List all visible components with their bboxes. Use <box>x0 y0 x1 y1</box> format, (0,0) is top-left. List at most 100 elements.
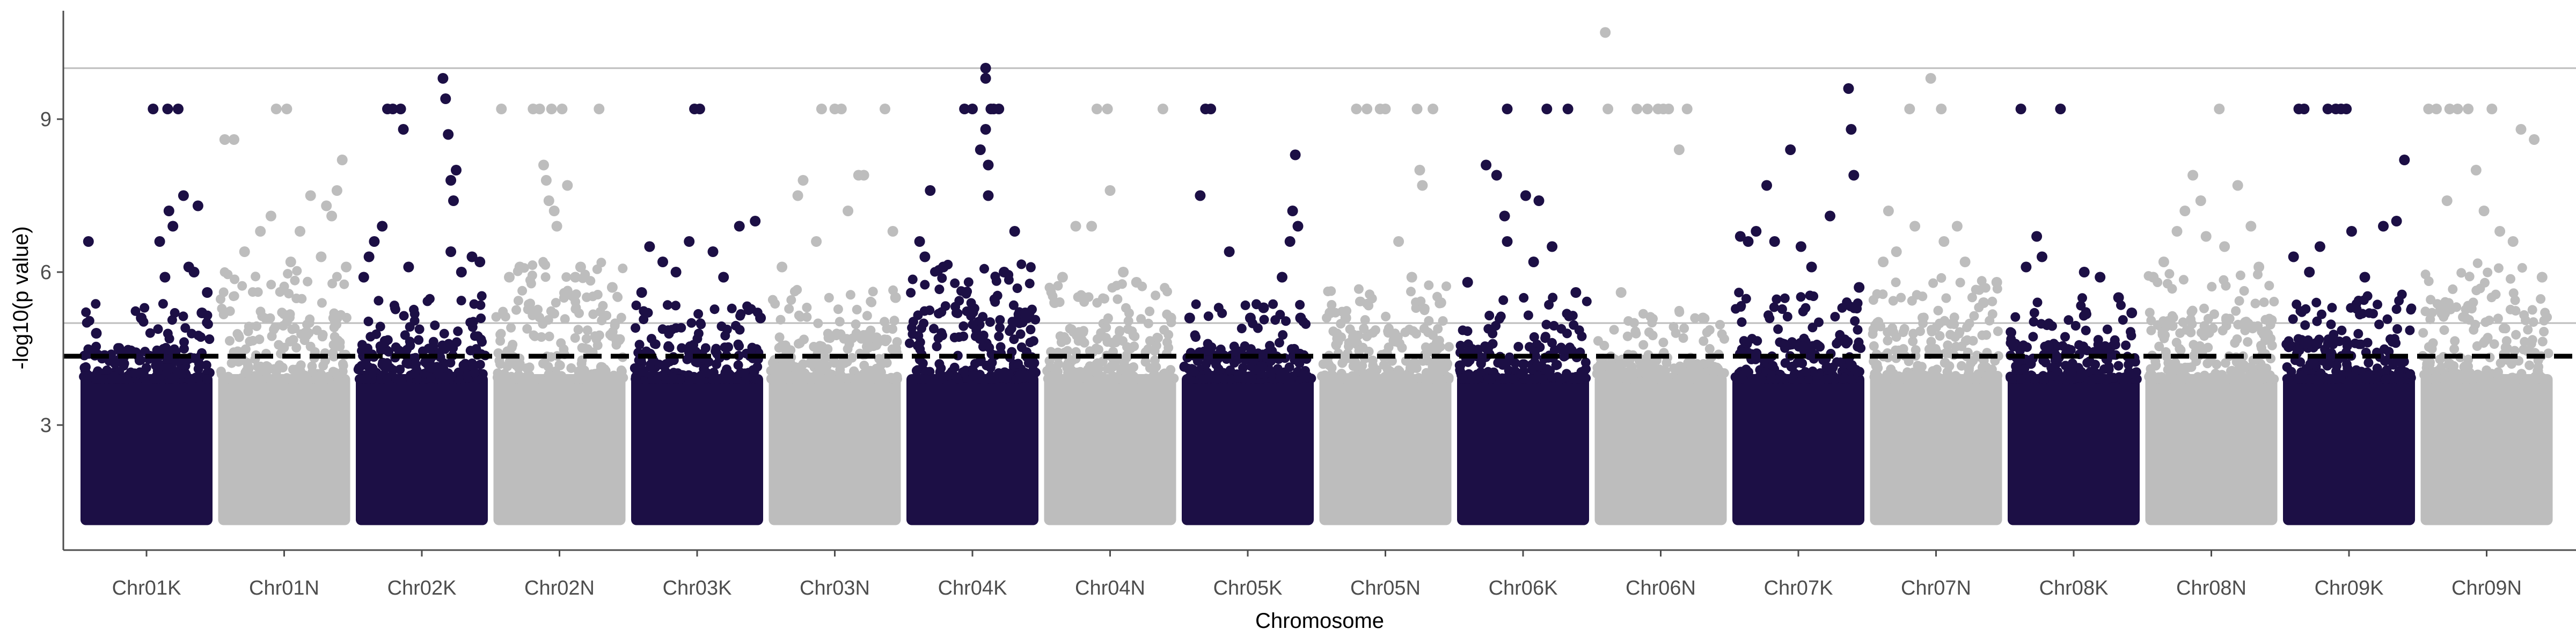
peak-point <box>983 190 994 201</box>
data-point <box>2219 275 2229 285</box>
data-point <box>529 330 539 340</box>
data-point <box>1129 341 1139 352</box>
data-point <box>1868 329 1878 339</box>
data-point <box>990 272 1000 282</box>
peak-point <box>1825 210 1835 222</box>
data-point <box>1647 372 1657 383</box>
data-point <box>709 304 720 314</box>
data-point <box>2283 342 2293 352</box>
data-point <box>2063 315 2074 325</box>
data-point <box>2464 371 2475 382</box>
data-point <box>536 332 546 342</box>
data-point <box>400 330 410 340</box>
data-point <box>887 344 897 354</box>
data-point <box>1236 324 1247 334</box>
data-point <box>161 343 171 353</box>
y-tick-label: 9 <box>40 108 52 131</box>
data-point <box>985 363 996 373</box>
data-point <box>1940 316 1950 326</box>
data-point <box>493 368 503 378</box>
data-point <box>556 338 566 348</box>
data-point <box>179 343 189 354</box>
data-point <box>317 298 327 308</box>
peak-point <box>2536 272 2548 283</box>
peak-point <box>993 104 1005 114</box>
data-point <box>1285 372 1295 382</box>
data-point <box>2506 274 2515 284</box>
peak-point <box>959 104 970 114</box>
peak-point <box>1195 190 1206 201</box>
peak-point <box>2253 261 2265 273</box>
data-point <box>1365 289 1375 299</box>
data-point <box>2269 297 2279 306</box>
data-point <box>2425 314 2435 324</box>
data-point <box>867 297 877 308</box>
peak-point <box>178 190 189 201</box>
peak-point <box>2399 155 2410 165</box>
data-point <box>469 299 479 309</box>
peak-point <box>1600 27 1611 38</box>
data-point <box>452 337 462 347</box>
peak-point <box>1131 277 1142 288</box>
data-point <box>2130 357 2140 367</box>
data-point <box>202 374 213 384</box>
peak-point <box>202 287 213 298</box>
data-point <box>357 340 367 350</box>
data-point <box>551 298 561 308</box>
data-point <box>1719 334 1729 344</box>
data-point <box>180 323 191 333</box>
peak-point <box>1642 104 1653 114</box>
data-point <box>1801 367 1811 377</box>
data-point <box>934 284 945 295</box>
data-point <box>653 371 663 382</box>
data-point <box>1513 342 1524 352</box>
data-point <box>1411 363 1422 373</box>
chromosome-Chr09K <box>2281 104 2417 525</box>
chromosome-Chr03K <box>630 104 766 525</box>
chromosome-Chr06K <box>1454 104 1592 525</box>
peak-point <box>2245 221 2257 232</box>
data-point <box>1278 330 1288 340</box>
peak-point <box>1978 297 1989 308</box>
data-point <box>1140 357 1151 367</box>
data-point <box>2303 335 2313 345</box>
data-point <box>1030 314 1041 325</box>
data-point <box>1393 332 1403 342</box>
data-point <box>1967 292 1977 303</box>
data-point <box>1268 299 1278 309</box>
data-point <box>476 334 486 345</box>
peak-point <box>1663 104 1674 114</box>
data-point <box>1092 334 1102 344</box>
data-point <box>2337 325 2347 335</box>
data-point <box>930 267 940 277</box>
dense-point-band <box>2008 374 2140 525</box>
peak-point <box>2515 124 2527 135</box>
data-point <box>2029 308 2039 318</box>
data-point <box>1201 359 1211 369</box>
peak-point <box>2214 104 2225 114</box>
data-point <box>1457 374 1467 384</box>
data-point <box>265 313 275 323</box>
data-point <box>1936 273 1946 283</box>
data-point <box>1798 306 1808 317</box>
data-point <box>1538 374 1548 384</box>
dense-point-band <box>769 374 901 525</box>
data-point <box>216 369 226 379</box>
data-point <box>517 286 528 296</box>
peak-point <box>1848 170 1860 181</box>
data-point <box>963 277 974 287</box>
data-point <box>81 307 91 317</box>
data-point <box>1713 363 1723 374</box>
peak-point <box>2529 134 2540 145</box>
data-point <box>2297 307 2307 317</box>
data-point <box>130 306 141 316</box>
data-point <box>375 321 385 332</box>
peak-point <box>980 63 991 74</box>
data-point <box>134 355 144 365</box>
data-point <box>978 342 988 352</box>
data-point <box>1438 366 1448 376</box>
data-point <box>1435 357 1445 367</box>
data-point <box>456 296 466 306</box>
data-point <box>586 374 596 384</box>
data-point <box>1943 372 1953 382</box>
